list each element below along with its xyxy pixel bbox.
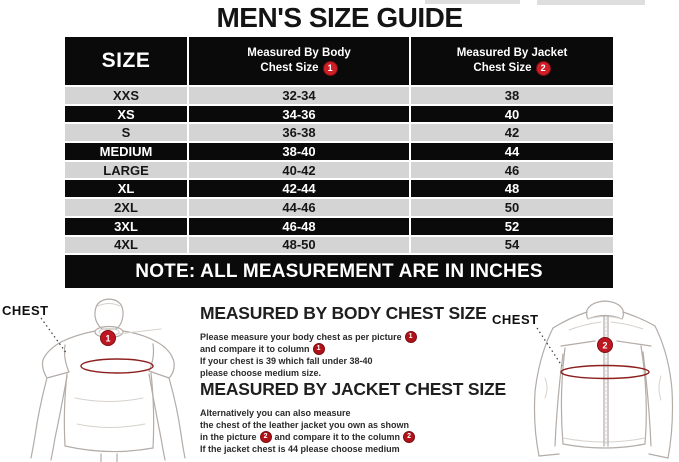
jacket-chest-cell: 38 bbox=[411, 87, 613, 104]
inline-badge-2: 2 bbox=[403, 431, 416, 443]
body-chest-cell: 40-42 bbox=[189, 161, 409, 179]
header-jacket-line1: Measured By Jacket bbox=[456, 47, 568, 59]
figure-1-badge-number: 1 bbox=[105, 334, 110, 344]
measurement-note: NOTE: ALL MEASUREMENT ARE IN INCHES bbox=[65, 255, 613, 289]
jacket-para-line3: in the picture 2 and compare it to the c… bbox=[200, 431, 416, 443]
inline-badge-2: 2 bbox=[259, 431, 272, 443]
body-para-line4-text: please choose medium size. bbox=[200, 368, 322, 378]
jacket-chest-cell: 44 bbox=[411, 143, 613, 160]
body-para-line1: Please measure your body chest as per pi… bbox=[200, 331, 417, 343]
size-cell: XL bbox=[65, 180, 187, 198]
body-para-line1-text: Please measure your body chest as per pi… bbox=[200, 332, 402, 342]
jacket-measure-illustration: 2 bbox=[533, 300, 674, 459]
body-para-line2: and compare it to column 1 bbox=[200, 343, 417, 355]
jacket-chest-cell: 40 bbox=[411, 105, 613, 123]
body-chest-label: CHEST bbox=[2, 303, 49, 318]
size-cell: S bbox=[65, 124, 187, 142]
jacket-chest-cell: 52 bbox=[411, 217, 613, 235]
header-body-chest: Measured By Body Chest Size 1 bbox=[189, 37, 409, 85]
jacket-chest-cell: 50 bbox=[411, 199, 613, 216]
body-measure-illustration: 1 bbox=[30, 298, 186, 462]
body-chest-cell: 46-48 bbox=[189, 217, 409, 235]
size-cell: MEDIUM bbox=[65, 143, 187, 160]
body-section-heading: MEASURED BY BODY CHEST SIZE bbox=[200, 303, 487, 323]
jacket-chest-cell: 48 bbox=[411, 180, 613, 198]
size-cell: XXS bbox=[65, 87, 187, 104]
body-para-line3: If your chest is 39 which fall under 38-… bbox=[200, 355, 417, 367]
jacket-chest-cell: 54 bbox=[411, 236, 613, 254]
inline-badge-1: 1 bbox=[404, 331, 417, 343]
body-chest-cell: 38-40 bbox=[189, 143, 409, 160]
header-jacket-line2: Chest Size 2 bbox=[473, 61, 551, 76]
figure-2-badge-number: 2 bbox=[602, 341, 607, 351]
column-1-badge: 1 bbox=[322, 61, 338, 76]
size-table-grid: SIZE Measured By Body Chest Size 1 Measu… bbox=[65, 37, 613, 254]
body-chest-cell: 44-46 bbox=[189, 199, 409, 216]
column-2-badge: 2 bbox=[535, 61, 551, 76]
body-chest-pointer bbox=[40, 317, 68, 355]
jacket-para-line3-text-a: in the picture bbox=[200, 432, 257, 442]
size-cell: 4XL bbox=[65, 236, 187, 254]
header-size: SIZE bbox=[65, 37, 187, 85]
size-cell: XS bbox=[65, 105, 187, 123]
body-chest-cell: 32-34 bbox=[189, 87, 409, 104]
header-body-line2-text: Chest Size bbox=[260, 62, 319, 74]
page-title: MEN'S SIZE GUIDE bbox=[216, 2, 463, 33]
jacket-para-line1-text: Alternatively you can also measure bbox=[200, 408, 351, 418]
body-chest-measure-line bbox=[80, 358, 154, 374]
body-section-paragraph: Please measure your body chest as per pi… bbox=[200, 331, 417, 379]
jacket-para-line2: the chest of the leather jacket you own … bbox=[200, 419, 415, 431]
header-body-line2: Chest Size 1 bbox=[260, 61, 338, 76]
jacket-chest-measure-line bbox=[560, 364, 650, 380]
size-table: SIZE Measured By Body Chest Size 1 Measu… bbox=[65, 37, 613, 289]
body-chest-cell: 34-36 bbox=[189, 105, 409, 123]
top-edge-artifact bbox=[537, 0, 645, 5]
header-jacket-chest: Measured By Jacket Chest Size 2 bbox=[411, 37, 613, 85]
jacket-chest-cell: 42 bbox=[411, 124, 613, 142]
body-chest-cell: 36-38 bbox=[189, 124, 409, 142]
figure-1-badge bbox=[100, 330, 116, 346]
body-para-line3-text: If your chest is 39 which fall under 38-… bbox=[200, 356, 373, 366]
body-chest-cell: 48-50 bbox=[189, 236, 409, 254]
inline-badge-1: 1 bbox=[312, 343, 325, 355]
jacket-para-line1: Alternatively you can also measure bbox=[200, 407, 415, 419]
figure-2-badge bbox=[597, 337, 613, 353]
body-chest-cell: 42-44 bbox=[189, 180, 409, 198]
header-body-line1: Measured By Body bbox=[247, 47, 351, 59]
jacket-chest-label: CHEST bbox=[492, 312, 539, 327]
jacket-para-line3-text-b: and compare it to the column bbox=[274, 432, 401, 442]
size-cell: 3XL bbox=[65, 217, 187, 235]
top-edge-artifact bbox=[425, 0, 520, 4]
jacket-para-line4: If the jacket chest is 44 please choose … bbox=[200, 443, 415, 455]
header-jacket-line2-text: Chest Size bbox=[473, 62, 532, 74]
jacket-para-line4-text: If the jacket chest is 44 please choose … bbox=[200, 444, 400, 454]
size-cell: 2XL bbox=[65, 199, 187, 216]
size-cell: LARGE bbox=[65, 161, 187, 179]
jacket-chest-pointer bbox=[536, 327, 563, 367]
body-para-line2-text: and compare it to column bbox=[200, 344, 310, 354]
jacket-chest-cell: 46 bbox=[411, 161, 613, 179]
jacket-section-heading: MEASURED BY JACKET CHEST SIZE bbox=[200, 379, 507, 399]
body-para-line4: please choose medium size. bbox=[200, 367, 417, 379]
jacket-para-line2-text: the chest of the leather jacket you own … bbox=[200, 420, 410, 430]
jacket-section-paragraph: Alternatively you can also measure the c… bbox=[200, 407, 416, 455]
